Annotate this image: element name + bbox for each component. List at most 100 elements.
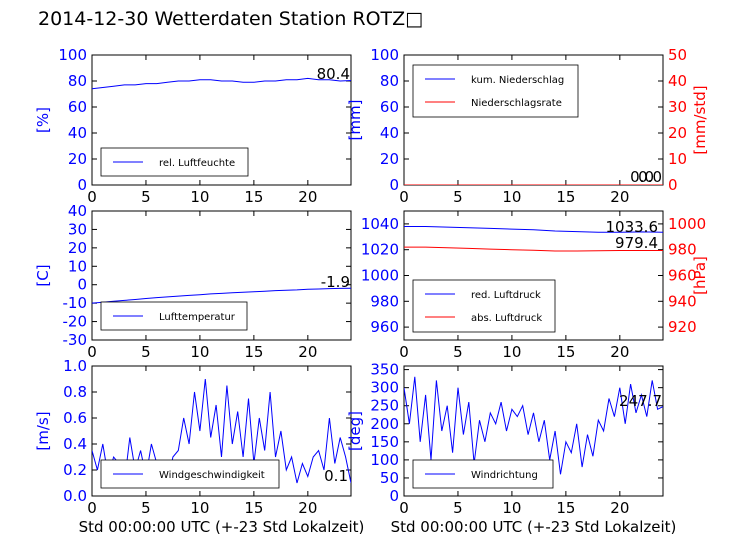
- y-tick-label: 0: [77, 276, 87, 294]
- x-tick-label: 10: [190, 188, 209, 206]
- x-tick-label: 15: [244, 343, 263, 361]
- y-tick-label: 1020: [361, 241, 399, 259]
- y-right-tick-label: 30: [668, 98, 687, 116]
- y-right-tick-label: 980: [668, 241, 697, 259]
- x-tick-label: 20: [610, 499, 629, 517]
- y-tick-label: 80: [68, 72, 87, 90]
- y-tick-label: -30: [63, 331, 88, 349]
- value-annotation: 0.1: [324, 467, 348, 485]
- x-tick-label: 10: [502, 343, 521, 361]
- y-right-tick-label: 10: [668, 150, 687, 168]
- panel-top-right: 0 5 10 15 20 0 20 40 60 80 100 0 10 20 30 40 50 [mm/std] […: [346, 46, 709, 206]
- y-right-tick-label: 20: [668, 124, 687, 142]
- y-tick-label: 80: [380, 72, 399, 90]
- y-tick-label: 40: [68, 124, 87, 142]
- y-right-tick-label: 940: [668, 292, 697, 310]
- series-line-rel-luftfeuchte: [92, 77, 351, 90]
- value-annotation: 80.4: [317, 65, 350, 83]
- value-annotation: -1.9: [321, 273, 350, 291]
- x-tick-label: 20: [298, 499, 317, 517]
- y-right-tick-label: 40: [668, 72, 687, 90]
- y-tick-label: 60: [68, 98, 87, 116]
- legend-box: [412, 64, 579, 118]
- x-tick-label: 20: [298, 343, 317, 361]
- series-line-lufttemperatur: [92, 287, 351, 304]
- y-right-axis-label: [mm/std]: [691, 85, 709, 154]
- y-axis-label: [deg]: [346, 411, 364, 451]
- y-axis-label: [%]: [34, 107, 52, 133]
- x-axis-label: Std 00:00:00 UTC (+-23 Std Lokalzeit): [391, 518, 677, 536]
- y-tick-label: -10: [63, 294, 88, 312]
- y-tick-label: 1040: [361, 215, 399, 233]
- y-tick-label: 20: [380, 150, 399, 168]
- y-tick-label: 20: [68, 239, 87, 257]
- value-annotation-2: 979.4: [615, 234, 658, 252]
- y-tick-label: 0.8: [63, 383, 87, 401]
- x-tick-label: 5: [453, 499, 463, 517]
- x-tick-label: 0: [87, 499, 97, 517]
- axes-frame: [91, 210, 352, 341]
- x-tick-label: 5: [141, 499, 151, 517]
- value-annotation: 1033.6: [606, 218, 659, 236]
- series-line-windrichtung: [404, 376, 663, 475]
- panel-bottom-left: 0 5 10 15 20 0.0 0.2 0.4 0.6 0.8 1.0 [m/s] Std 00:00…: [34, 357, 364, 536]
- y-right-tick-label: 960: [668, 267, 697, 285]
- y-tick-label: 150: [370, 433, 399, 451]
- y-tick-label: 0: [389, 487, 399, 505]
- x-tick-label: 20: [610, 188, 629, 206]
- axes-frame: [403, 365, 664, 497]
- y-right-tick-label: 920: [668, 318, 697, 336]
- figure-title: 2014-12-30 Wetterdaten Station ROTZ□: [38, 8, 424, 30]
- panel-middle-left: 0 5 10 15 20-30-20-10010203040[C]Lufttempera…: [34, 202, 352, 361]
- y-tick-label: 40: [380, 124, 399, 142]
- y-tick-label: 0.2: [63, 461, 87, 479]
- y-right-tick-label: 1000: [668, 215, 706, 233]
- legend-label: Windgeschwindigkeit: [159, 470, 265, 481]
- x-tick-label: 15: [556, 188, 575, 206]
- y-tick-label: 0.0: [63, 487, 87, 505]
- value-annotation: 247.7: [619, 392, 662, 410]
- y-tick-label: -20: [63, 313, 88, 331]
- y-axis-label: [mm]: [346, 100, 364, 141]
- panel-top-left: 0 5 10 15 20 0 20 40 60 80 100 [%] rel. Luftfeuchte 8…: [34, 46, 352, 206]
- panel-middle-right: 0 5 10 15 20 960 980 1000 1020 1040 920 940 960 980 10…: [361, 210, 709, 361]
- y-tick-label: 300: [370, 379, 399, 397]
- legend-label: red. Luftdruck: [471, 290, 541, 301]
- x-tick-label: 15: [556, 499, 575, 517]
- legend-box: [412, 279, 556, 333]
- y-tick-label: 100: [370, 46, 399, 64]
- x-tick-label: 0: [399, 343, 409, 361]
- x-tick-label: 5: [453, 188, 463, 206]
- x-tick-label: 15: [244, 499, 263, 517]
- axes-frame: [91, 54, 352, 186]
- y-tick-label: 20: [68, 150, 87, 168]
- y-tick-label: 200: [370, 415, 399, 433]
- y-tick-label: 980: [370, 292, 399, 310]
- x-tick-label: 20: [298, 188, 317, 206]
- x-axis-label: Std 00:00:00 UTC (+-23 Std Lokalzeit): [79, 518, 365, 536]
- y-tick-label: 10: [68, 257, 87, 275]
- y-tick-label: 1.0: [63, 357, 87, 375]
- legend-label: abs. Luftdruck: [471, 313, 542, 324]
- series-line-abs-luftdruck: [404, 246, 663, 252]
- x-tick-label: 0: [87, 188, 97, 206]
- x-tick-label: 0: [399, 499, 409, 517]
- legend-label: rel. Luftfeuchte: [159, 158, 235, 169]
- legend-label: kum. Niederschlag: [471, 75, 564, 86]
- y-tick-label: 40: [68, 202, 87, 220]
- y-right-tick-label: 50: [668, 46, 687, 64]
- y-tick-label: 1000: [361, 267, 399, 285]
- x-tick-label: 10: [190, 499, 209, 517]
- y-tick-label: 100: [370, 451, 399, 469]
- y-tick-label: 30: [68, 220, 87, 238]
- x-tick-label: 15: [244, 188, 263, 206]
- y-axis-label: [C]: [34, 264, 52, 286]
- y-right-axis-label: [hPa]: [691, 256, 709, 295]
- y-tick-label: 0.6: [63, 409, 87, 427]
- y-tick-label: 960: [370, 318, 399, 336]
- value-annotation: 0.0: [638, 168, 662, 186]
- x-tick-label: 5: [453, 343, 463, 361]
- y-tick-label: 250: [370, 397, 399, 415]
